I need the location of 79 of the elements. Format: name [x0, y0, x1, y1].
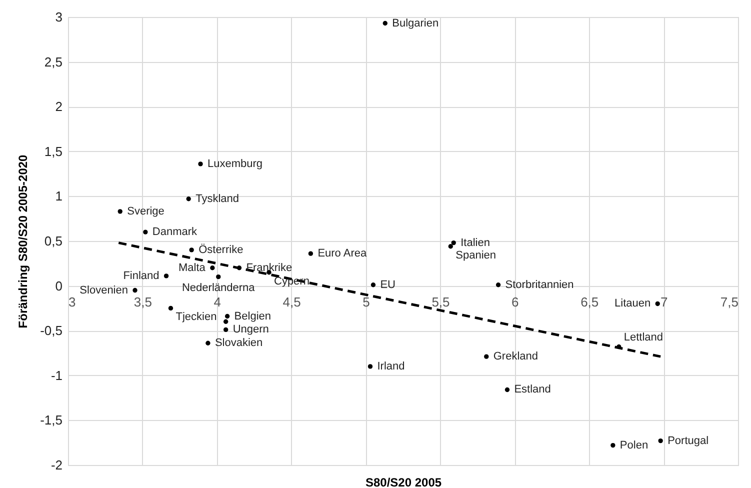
annotation: Portugal — [668, 434, 709, 447]
point — [236, 266, 242, 270]
annotation: Luxemburg — [208, 158, 263, 170]
annotation: Danmark — [152, 226, 198, 238]
point — [655, 301, 660, 306]
point — [206, 340, 210, 346]
annotation: Ungern — [232, 324, 269, 336]
x-tick-label: 3,5 — [134, 294, 152, 310]
annotation: Tjeckien — [176, 311, 217, 324]
point — [382, 20, 388, 26]
annotation: Italien — [460, 236, 490, 249]
annotation: Finland — [123, 270, 160, 282]
annotation: Spanien — [456, 249, 496, 262]
annotation: Litauen — [614, 298, 651, 310]
annotation: Lettland — [624, 332, 664, 344]
y-tick-label: 0 — [55, 278, 62, 294]
point — [132, 288, 138, 293]
y-tick-label: -2 — [50, 458, 62, 472]
point — [610, 442, 616, 448]
point — [308, 251, 314, 256]
point — [189, 248, 194, 252]
point — [658, 438, 663, 444]
x-tick-label: 4 — [214, 294, 222, 310]
x-tick-label: 7 — [660, 294, 668, 310]
point — [143, 230, 148, 234]
y-axis-title: Förändring S80/S20 2005-2020 — [16, 154, 30, 328]
y-tick-label: 1 — [55, 188, 62, 204]
x-tick-label: 7,5 — [720, 294, 738, 310]
point — [224, 314, 230, 319]
x-tick-label: 3 — [68, 294, 76, 310]
x-axis-title: S80/S20 2005 — [365, 476, 442, 488]
x-tick-label: 6 — [512, 294, 519, 310]
annotation: Österrike — [198, 242, 244, 256]
annotation: Euro Area — [318, 248, 368, 260]
x-tick-label: 5,5 — [432, 294, 450, 310]
annotation: Grekland — [493, 350, 538, 363]
annotation: Belgien — [234, 310, 272, 322]
annotation: Frankrike — [246, 262, 292, 274]
point — [484, 354, 489, 359]
point — [118, 209, 122, 214]
point — [223, 327, 228, 332]
point — [168, 306, 174, 311]
annotation: Sverige — [127, 205, 164, 218]
y-tick-label: -0,5 — [40, 323, 62, 338]
y-tick-label: 3 — [55, 10, 62, 24]
annotation: Cypern — [274, 275, 310, 288]
point — [504, 387, 510, 392]
y-tick-label: 2,5 — [44, 54, 62, 70]
point — [370, 282, 376, 288]
point — [223, 319, 228, 324]
annotation: Storbritannien — [505, 278, 574, 291]
annotation: Slovakien — [214, 337, 263, 350]
x-tick-label: 5 — [362, 294, 370, 310]
annotation: Bulgarien — [392, 17, 439, 30]
point — [198, 162, 203, 166]
y-tick-label: -1 — [50, 368, 62, 383]
annotation: Estland — [514, 384, 551, 396]
point — [186, 196, 191, 202]
annotation: Malta — [178, 262, 206, 274]
y-tick-label: 0,5 — [44, 234, 62, 248]
x-tick-label: 6,5 — [580, 294, 599, 310]
y-tick-label: 2 — [55, 99, 62, 114]
point — [451, 240, 456, 246]
annotation: Tyskland — [196, 192, 240, 205]
annotation: Nederländerna — [182, 282, 256, 294]
point — [448, 244, 453, 249]
point — [164, 274, 169, 278]
annotation: Polen — [620, 439, 648, 452]
point — [368, 364, 373, 369]
x-tick-label: 4,5 — [282, 294, 301, 310]
y-tick-label: -1,5 — [40, 412, 62, 428]
point — [210, 266, 215, 270]
annotation: EU — [380, 278, 396, 291]
point — [216, 274, 221, 280]
point — [616, 344, 622, 350]
annotation: Slovenien — [80, 284, 128, 296]
point — [496, 282, 501, 288]
y-tick-label: 1,5 — [44, 144, 62, 159]
annotation: Irland — [377, 360, 405, 372]
